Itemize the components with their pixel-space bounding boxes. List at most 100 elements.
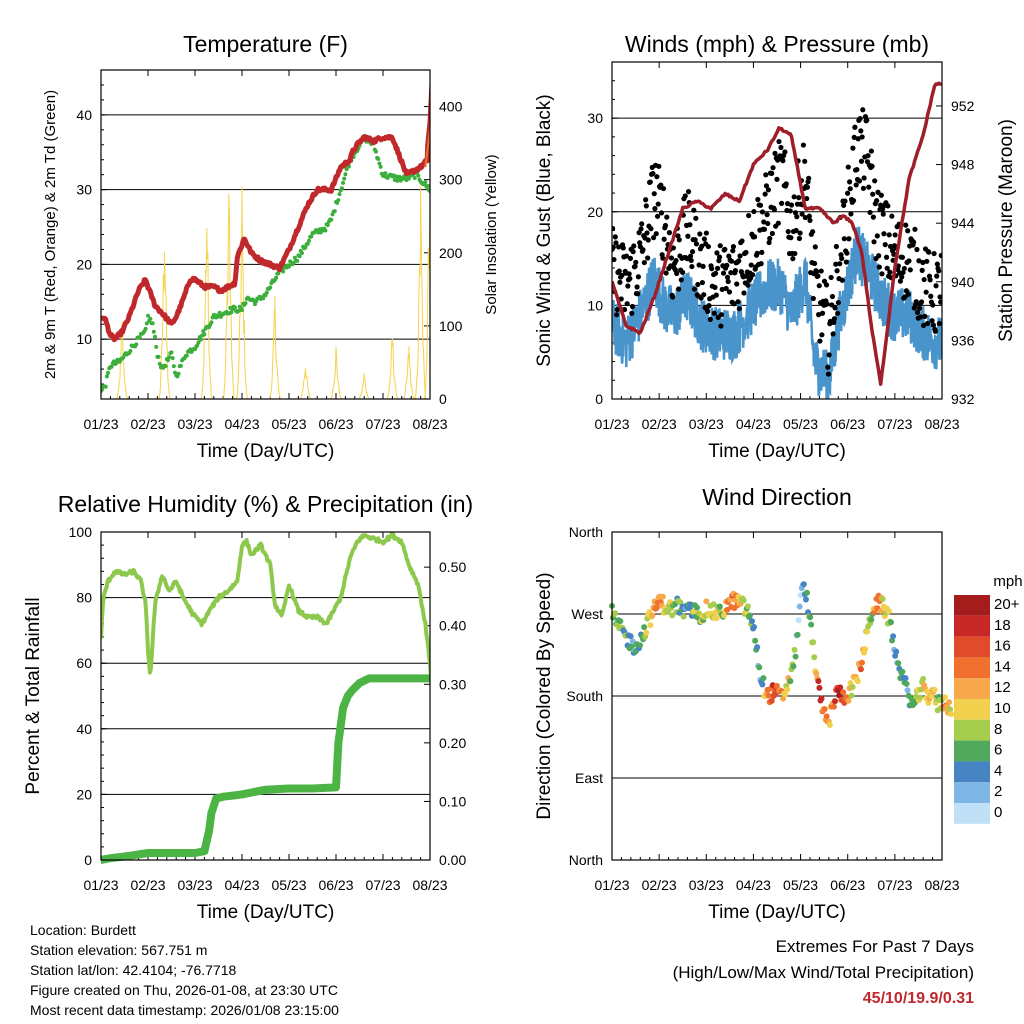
gust-point [792,210,799,216]
gust-point [835,299,841,306]
direction-point [890,633,897,640]
gust-point [937,294,942,300]
gust-point [830,331,836,337]
gust-point [763,183,770,189]
direction-point [669,612,676,619]
gust-point [739,238,745,244]
solar-insolation-line [115,109,430,399]
gust-point [688,257,694,264]
gust-point [616,244,622,250]
gust-point [769,170,775,176]
gust-point [660,255,666,261]
gust-point [650,170,656,177]
direction-point [752,637,759,644]
gust-point [654,213,661,219]
gust-point [900,269,906,276]
temperature-x-tick-label: 04/23 [224,416,259,432]
dewpoint-point [153,334,158,339]
gust-point [916,305,923,311]
dewpoint-point [276,271,281,276]
dewpoint-point [434,201,438,205]
gust-point [644,230,650,236]
gust-point [866,184,872,190]
direction-x-tick-label: 06/23 [830,877,865,893]
gust-point [787,208,793,214]
gust-point [839,277,845,283]
gust-point [635,291,641,297]
gust-point [810,229,816,235]
direction-x-tick-label: 07/23 [877,877,912,893]
gust-point [889,213,895,219]
gust-point [815,312,822,318]
dewpoint-point [264,290,269,295]
gust-point [720,270,727,276]
dewpoint-point [154,344,159,349]
gust-point [870,214,876,220]
gust-point [876,264,882,270]
direction-point [641,624,648,631]
dewpoint-point [128,349,133,354]
gust-point [899,274,905,280]
direction-point [893,648,900,655]
gust-point [736,306,742,312]
direction-point [765,692,772,699]
gust-point [907,267,913,273]
gust-point [764,212,770,218]
direction-point [612,610,619,617]
gust-point [630,249,636,255]
winds-x-tick-label: 01/23 [594,416,629,432]
gust-point [924,320,931,327]
station-elevation: Station elevation: 567.751 m [30,942,208,958]
gust-point [731,301,737,307]
gust-point [696,262,702,268]
gust-point [775,220,781,226]
gust-point [653,231,659,237]
gust-point [842,198,848,204]
direction-point [830,703,837,710]
dewpoint-point [406,176,411,181]
gust-point [867,209,873,216]
gust-point [834,268,840,274]
gust-point [892,232,898,238]
gust-point [719,286,725,292]
direction-point [637,642,644,649]
gust-point [676,286,682,292]
gust-point [619,272,625,279]
gust-point [914,246,920,253]
direction-title: Wind Direction [702,484,852,510]
gust-point [936,268,942,274]
direction-panel: Wind Direction North East South West North 01/… [534,484,960,923]
gust-point [754,250,760,256]
dewpoint-point [165,358,170,363]
gust-point [772,150,778,156]
gust-point [662,222,669,229]
direction-y-axis-label: Direction (Colored By Speed) [534,572,555,819]
gust-point [778,144,784,151]
gust-point [919,267,925,273]
gust-point [639,221,645,227]
gust-point [759,209,766,215]
gust-point [790,256,796,262]
direction-point [887,619,894,626]
direction-point [659,593,666,600]
gust-point [666,230,673,236]
gust-point [709,266,715,272]
gust-point [687,253,694,259]
dewpoint-point [412,176,417,181]
colorbar-label: 16 [994,638,1011,655]
direction-point [802,596,809,603]
gust-point [880,211,886,217]
gust-point [850,197,857,204]
direction-point [800,581,807,588]
colorbar-swatch [954,657,990,679]
gust-point [856,178,863,184]
gust-point [878,202,884,208]
dewpoint-point [342,176,347,181]
gust-point [650,235,657,241]
gust-point [613,240,619,246]
direction-point [628,643,635,650]
direction-point [815,678,822,685]
direction-point [803,589,810,596]
dewpoint-point [170,356,175,361]
